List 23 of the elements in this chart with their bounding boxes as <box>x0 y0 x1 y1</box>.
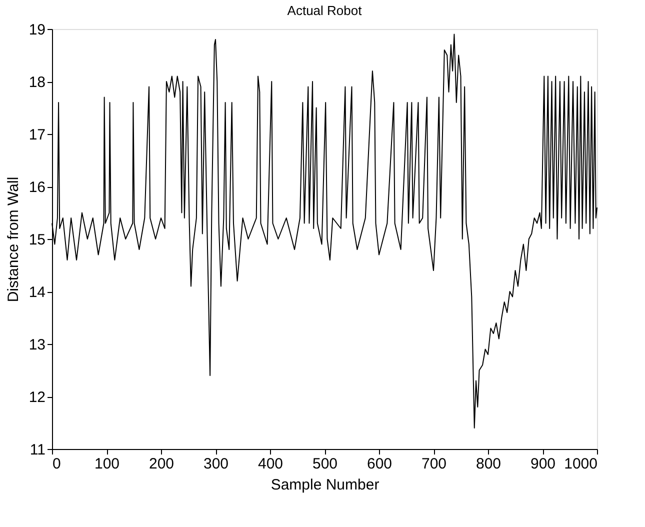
x-tick-label: 300 <box>203 456 229 472</box>
y-tick-label: 11 <box>30 442 46 458</box>
y-tick-label: 17 <box>28 126 46 144</box>
x-tick-label: 900 <box>530 456 556 472</box>
x-tick-label: 600 <box>366 456 392 472</box>
x-tick-label: 1000 <box>564 456 598 472</box>
y-tick-label: 14 <box>28 284 46 301</box>
y-tick-label: 18 <box>28 74 46 91</box>
y-tick-label: 12 <box>28 389 46 406</box>
x-axis-title: Sample Number <box>270 476 380 494</box>
y-tick-label: 13 <box>28 336 46 354</box>
chart-title: Actual Robot <box>287 3 362 18</box>
x-tick-label: 500 <box>312 456 338 472</box>
y-tick-label: 16 <box>28 179 46 196</box>
x-tick-label: 800 <box>476 456 502 472</box>
x-tick-label: 700 <box>421 456 447 472</box>
x-tick-label: 100 <box>94 456 120 472</box>
x-tick-label: 400 <box>258 456 284 472</box>
y-tick-label: 15 <box>28 232 46 248</box>
x-tick-label: 200 <box>148 456 174 472</box>
x-tick-label: 0 <box>52 456 61 472</box>
y-axis-title: Distance from Wall <box>4 176 22 302</box>
y-tick-label: 19 <box>28 22 46 38</box>
